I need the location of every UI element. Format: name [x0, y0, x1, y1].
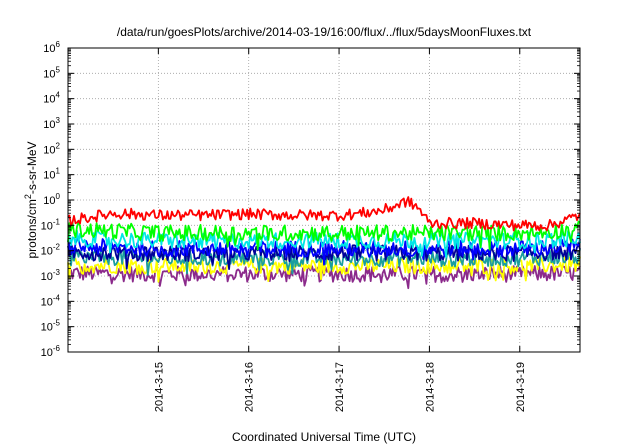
y-tick-label: 10-2 — [41, 243, 61, 258]
y-tick-label: 103 — [43, 116, 60, 131]
y-tick-label: 10-4 — [41, 293, 61, 308]
x-tick-label: 2014-3-18 — [424, 362, 436, 412]
y-tick-label: 10-3 — [41, 268, 61, 283]
x-tick-label: 2014-3-17 — [334, 362, 346, 412]
y-tick-label: 104 — [43, 91, 60, 106]
y-tick-label: 10-1 — [41, 217, 61, 232]
y-tick-label: 102 — [43, 141, 60, 156]
y-axis-label: protons/cm2-s-sr-MeV — [23, 141, 39, 258]
x-axis-label: Coordinated Universal Time (UTC) — [232, 430, 416, 444]
series-line — [67, 196, 581, 232]
series-line — [67, 220, 581, 251]
y-tick-label: 100 — [43, 192, 60, 207]
x-tick-label: 2014-3-15 — [153, 362, 165, 412]
series-line — [67, 256, 581, 283]
y-axis-ticks: 10-6 10-5 10-4 10-3 10-2 10-1 100 101 102 103 104 1… — [41, 40, 580, 359]
series-group — [67, 196, 581, 290]
y-tick-label: 105 — [43, 65, 60, 80]
y-tick-label: 10-5 — [41, 319, 61, 334]
y-tick-label: 101 — [43, 167, 60, 182]
y-tick-label: 106 — [43, 40, 60, 55]
series-line — [67, 237, 581, 266]
x-axis-ticks: 2014-3-15 2014-3-16 2014-3-17 2014-3-18 2014… — [153, 48, 527, 412]
chart-title: /data/run/goesPlots/archive/2014-03-19/1… — [117, 25, 532, 39]
x-tick-label: 2014-3-19 — [515, 362, 527, 412]
grid — [68, 48, 580, 352]
series-line — [67, 229, 581, 258]
x-tick-label: 2014-3-16 — [244, 362, 256, 412]
y-tick-label: 10-6 — [41, 344, 61, 359]
